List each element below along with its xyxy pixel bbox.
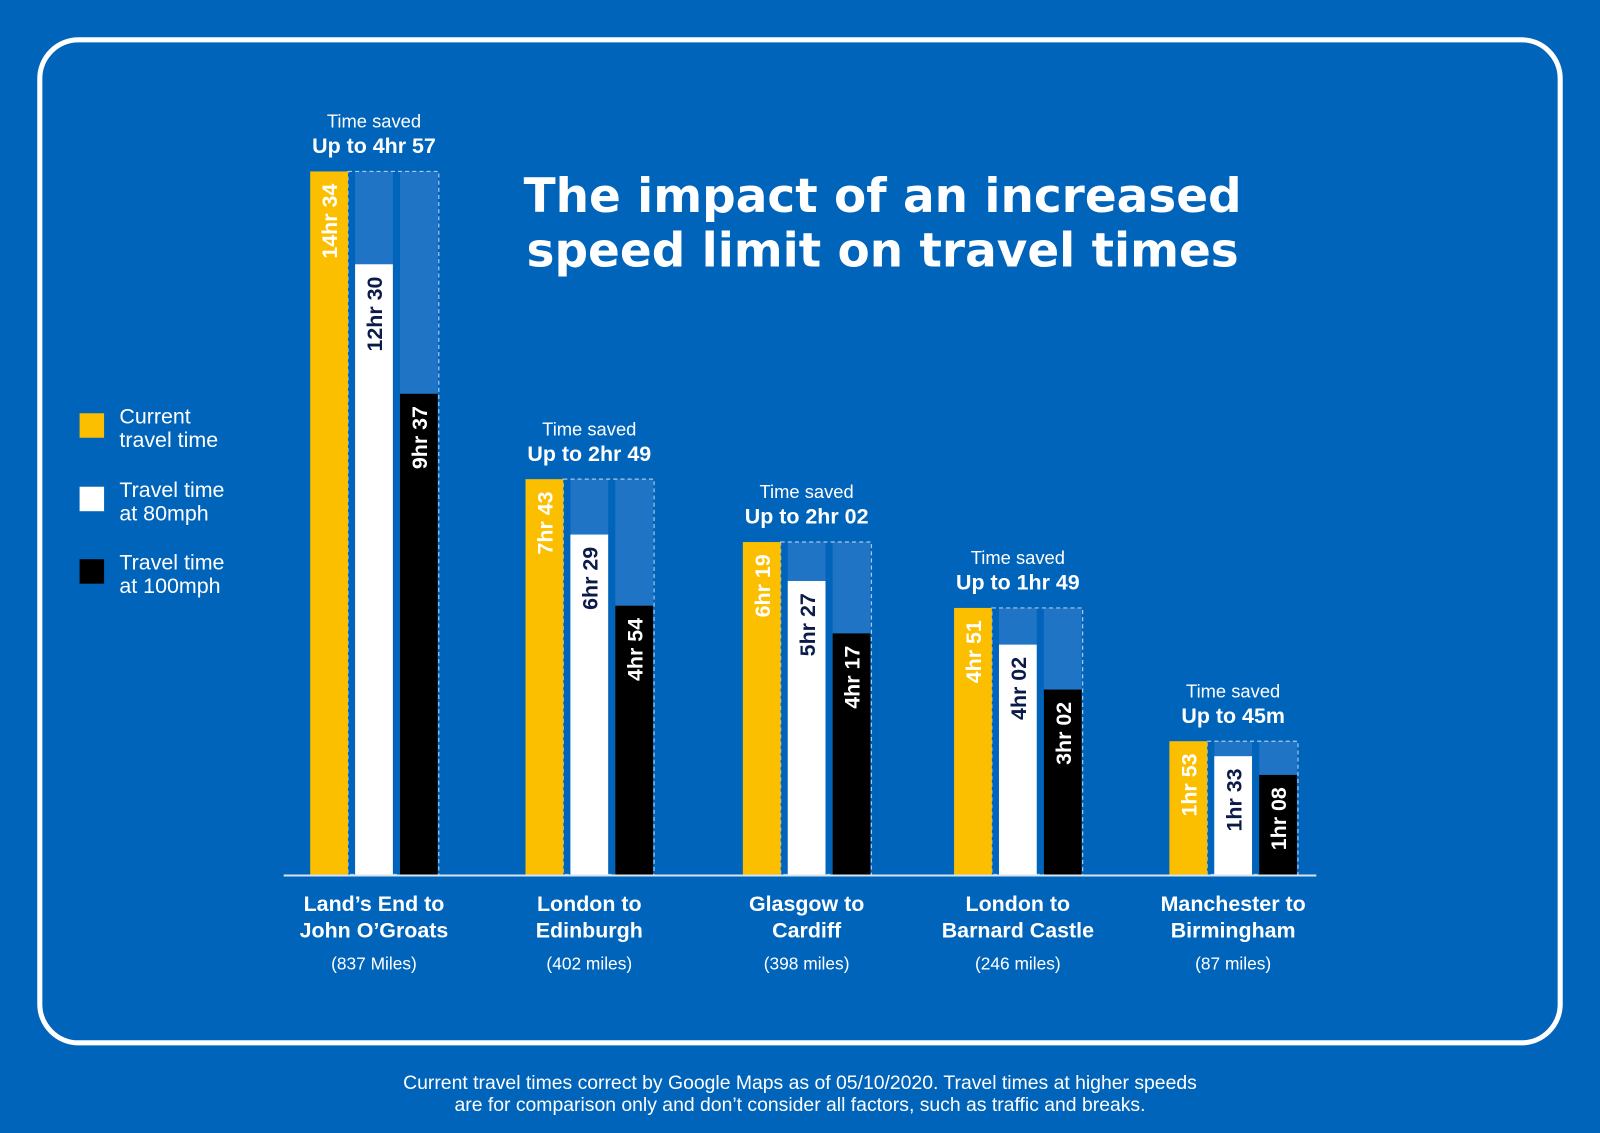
bar-value-label: 1hr 53 (1177, 753, 1201, 816)
category-label: Manchester to Birmingham (87 miles) (1161, 892, 1306, 973)
time-saved-value: Up to 4hr 57 (312, 134, 436, 158)
time-saved-label: Time saved (542, 418, 636, 439)
bar-value-label: 14hr 34 (318, 184, 342, 259)
bar-value-label: 4hr 54 (623, 618, 647, 681)
legend-label-line: Current (119, 404, 190, 428)
bar-group: 1hr 53 1hr 33 1hr 08 Time saved Up to 45m (1169, 680, 1299, 876)
bar-value-label: 3hr 02 (1052, 702, 1076, 765)
legend-label-line: at 100mph (119, 574, 220, 598)
time-saved-value: Up to 2hr 02 (745, 505, 869, 529)
frame (37, 37, 1563, 1046)
category-name-line: Edinburgh (536, 919, 643, 943)
category-label: London to Barnard Castle (246 miles) (942, 892, 1094, 973)
legend-label-line: Travel time (119, 550, 224, 574)
bar-value-label: 5hr 27 (796, 593, 820, 656)
footer-line-2: are for comparison only and don’t consid… (454, 1094, 1145, 1116)
category-name-line: John O’Groats (300, 919, 449, 943)
bar (954, 607, 992, 875)
bar (1169, 741, 1208, 875)
category-label: Land’s End to John O’Groats (837 Miles) (300, 892, 449, 973)
bar (832, 633, 871, 875)
category-distance: (87 miles) (1195, 953, 1271, 973)
title-line-2: speed limit on travel times (527, 223, 1239, 278)
bar-value-label: 6hr 19 (751, 554, 775, 617)
bar (787, 580, 826, 875)
bar (742, 542, 781, 875)
time-saved-label: Time saved (760, 481, 854, 502)
bar (615, 605, 654, 875)
category-name-line: Barnard Castle (942, 919, 1094, 943)
bar (399, 393, 438, 875)
bar (998, 644, 1037, 875)
category-distance: (398 miles) (764, 953, 850, 973)
bar (570, 534, 609, 875)
category-name-line: Manchester to (1161, 892, 1306, 916)
legend-swatch (79, 413, 105, 438)
category-name-line: Land’s End to (304, 892, 445, 916)
time-saved-label: Time saved (1186, 680, 1280, 701)
category-name-line: Cardiff (772, 919, 842, 943)
bar-value-label: 6hr 29 (578, 547, 602, 610)
time-saved-value: Up to 45m (1181, 704, 1284, 728)
category-distance: (246 miles) (975, 953, 1061, 973)
footer-line-1: Current travel times correct by Google M… (403, 1072, 1197, 1094)
legend-swatch (79, 559, 105, 584)
bar-value-label: 7hr 43 (534, 491, 558, 554)
category-distance: (402 miles) (546, 953, 632, 973)
bar (1043, 689, 1082, 875)
bar (355, 264, 393, 875)
legend-label-line: Travel time (119, 478, 224, 502)
legend-label-line: at 80mph (119, 501, 208, 525)
bar-value-label: 4hr 02 (1007, 657, 1031, 720)
category-labels: Land’s End to John O’Groats (837 Miles) Lon… (300, 892, 1306, 973)
bar (1259, 774, 1297, 875)
bar-value-label: 4hr 17 (841, 646, 865, 709)
category-name-line: Birmingham (1171, 919, 1296, 943)
legend-label-line: travel time (119, 428, 218, 452)
category-name-line: London to (966, 892, 1071, 916)
bar-value-label: 1hr 33 (1222, 768, 1246, 831)
time-saved-value: Up to 1hr 49 (956, 571, 1080, 595)
time-saved-label: Time saved (327, 111, 421, 132)
bar-value-label: 4hr 51 (962, 620, 986, 683)
category-name-line: London to (537, 892, 642, 916)
time-saved-label: Time saved (971, 547, 1065, 568)
bar (310, 171, 348, 875)
bar-group: 6hr 19 5hr 27 4hr 17 Time saved Up to 2hr 02 (742, 481, 873, 876)
legend-swatch (79, 486, 105, 512)
category-distance: (837 Miles) (331, 953, 417, 973)
bar-value-label: 1hr 08 (1267, 787, 1291, 850)
category-label: London to Edinburgh (402 miles) (536, 892, 643, 973)
bar-group: 7hr 43 6hr 29 4hr 54 Time saved Up to 2hr 49 (525, 418, 655, 876)
category-label: Glasgow to Cardiff (398 miles) (749, 892, 864, 973)
time-saved-value: Up to 2hr 49 (527, 442, 651, 466)
bar (1214, 756, 1253, 875)
category-name-line: Glasgow to (749, 892, 864, 916)
bar-value-label: 12hr 30 (363, 276, 387, 351)
title-line-1: The impact of an increased (524, 169, 1242, 224)
bar-value-label: 9hr 37 (408, 406, 432, 469)
bar-group: 4hr 51 4hr 02 3hr 02 Time saved Up to 1hr 49 (954, 547, 1084, 876)
bar (525, 479, 564, 875)
